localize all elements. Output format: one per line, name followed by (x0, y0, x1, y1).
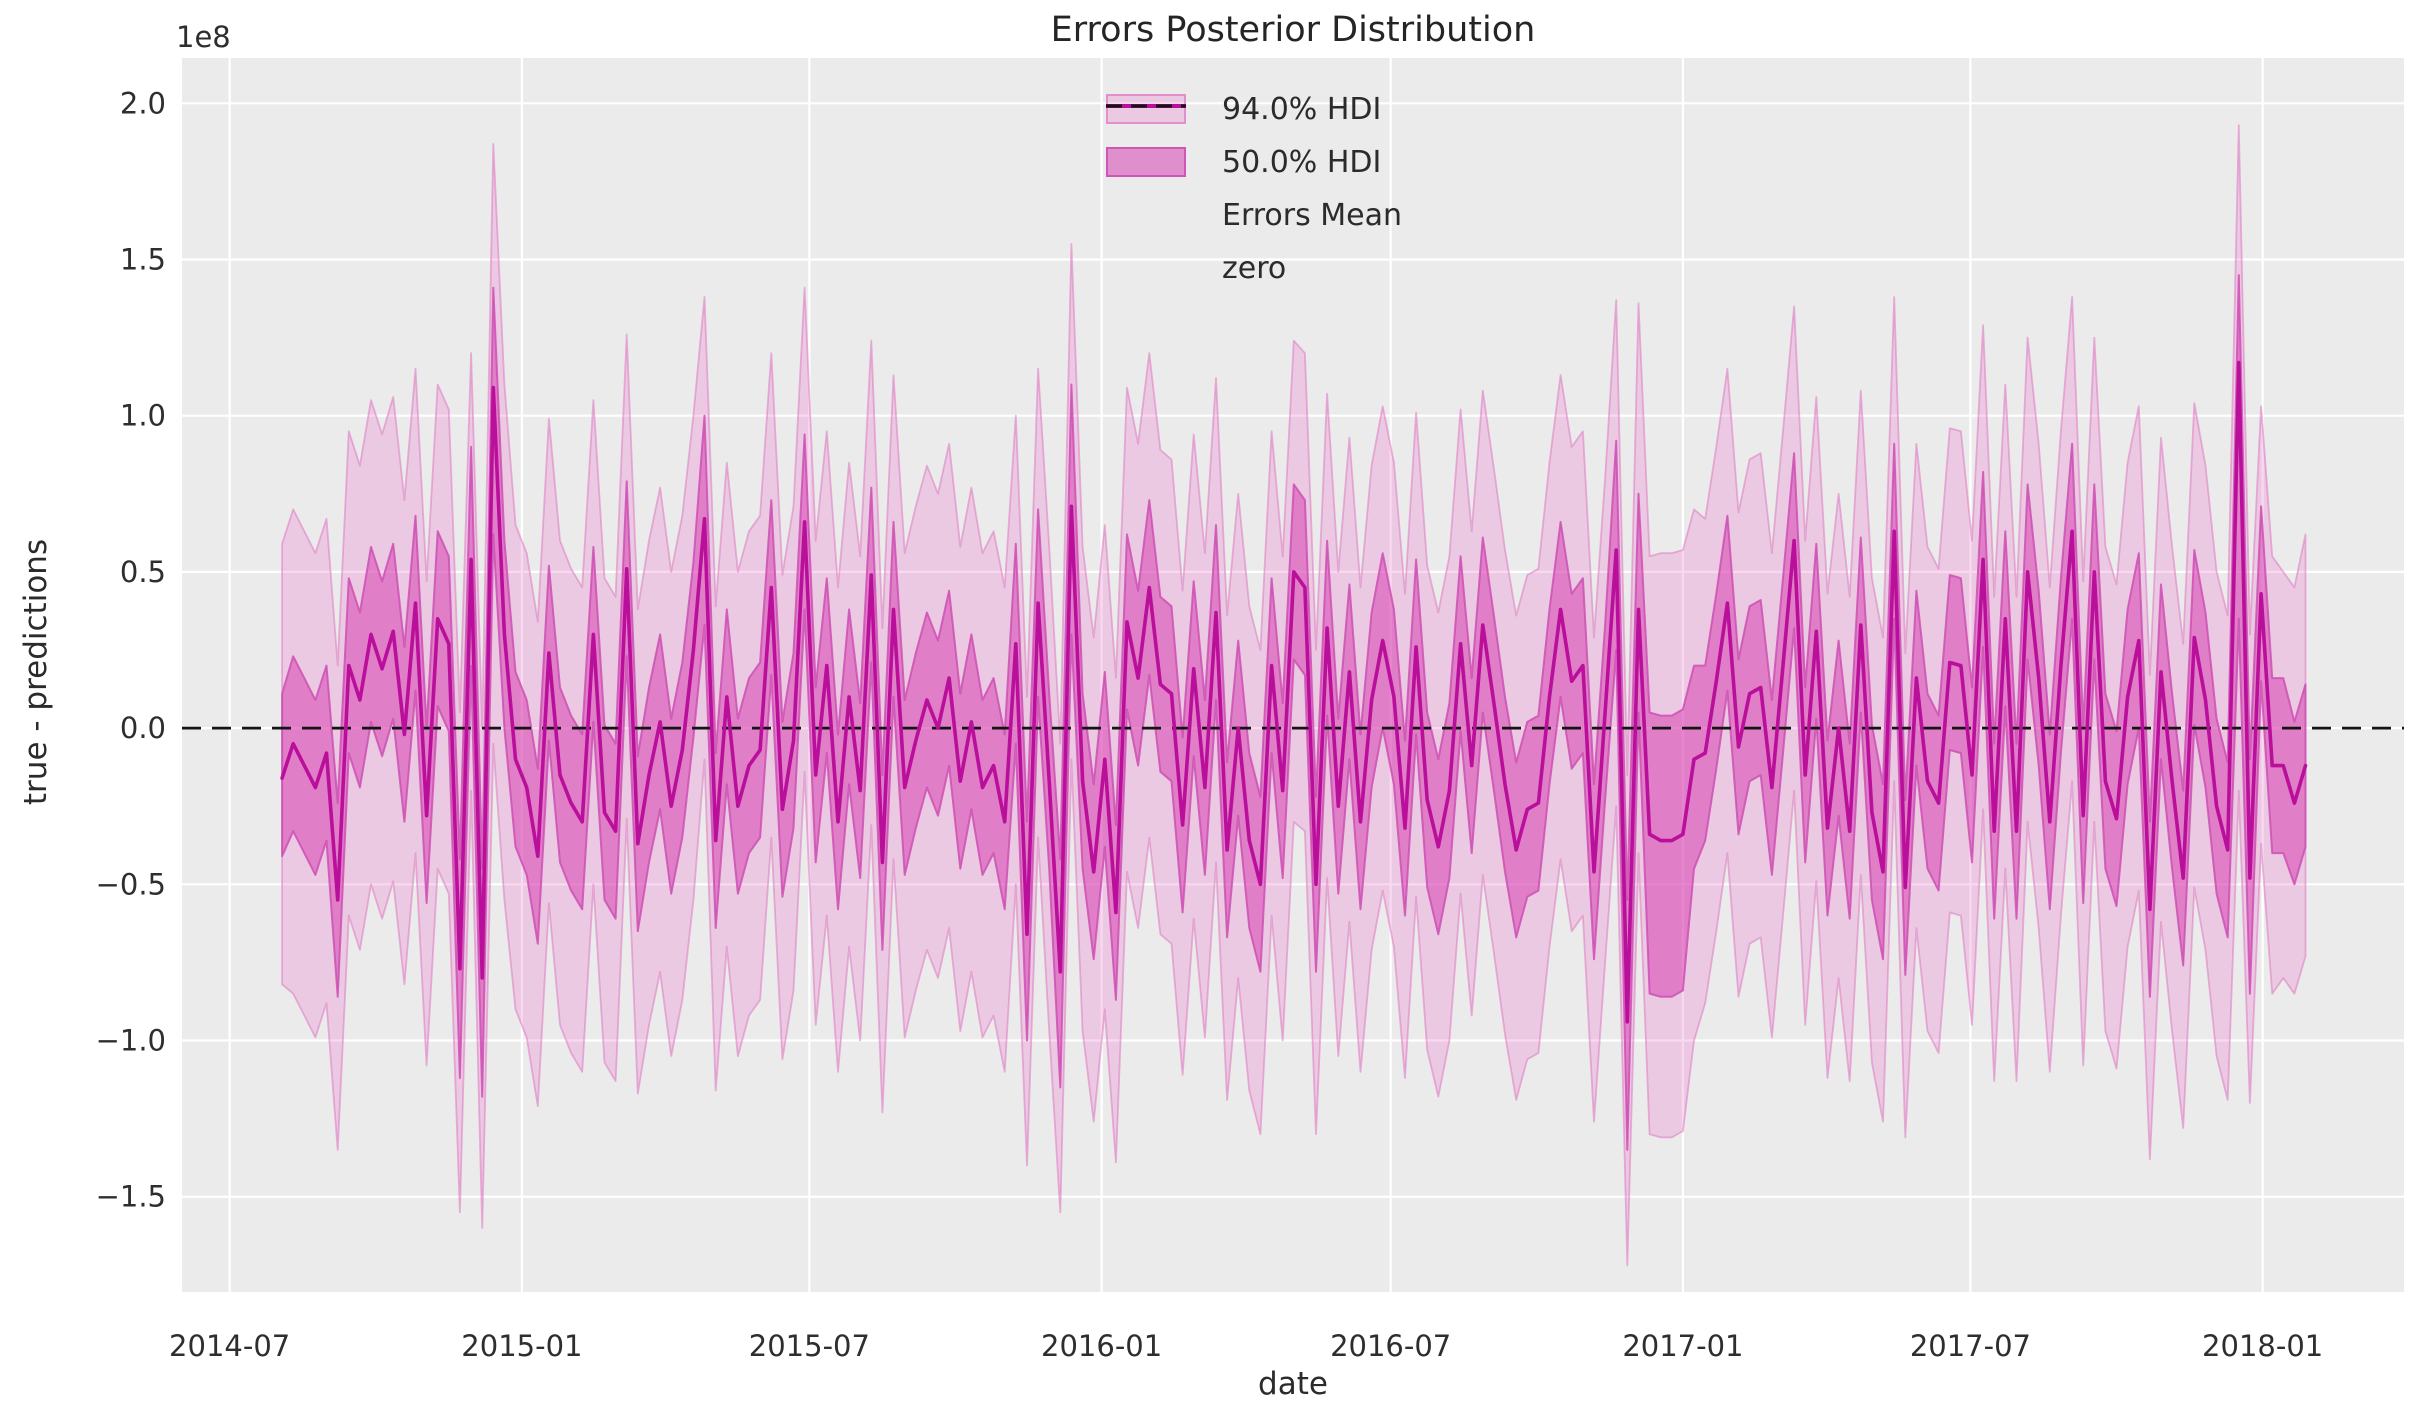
tick-labels: 2.0 1.5 1.0 0.5 0.0 −0.5 −1.0 −1.5 2014-07 2015-0… (96, 86, 2324, 1363)
y-tick-label: −1.5 (96, 1180, 166, 1214)
legend-item-label: zero (1222, 250, 1287, 286)
y-tick-label: 1.0 (120, 399, 166, 433)
legend-item-label: 50.0% HDI (1222, 144, 1382, 180)
patch-swatch (1106, 94, 1186, 124)
zero-dash-swatch-icon (1106, 104, 1186, 284)
hdi94-swatch-icon (1106, 93, 1186, 125)
legend-item: zero (1106, 104, 1402, 287)
x-tick-label: 2015-07 (749, 1329, 870, 1363)
errors-mean-path (280, 360, 2308, 1024)
hdi50-swatch-icon (1106, 146, 1186, 178)
x-tick-label: 2017-07 (1910, 1329, 2031, 1363)
y-tick-label: 0.5 (120, 555, 166, 589)
legend-item-label: 94.0% HDI (1222, 91, 1382, 127)
y-tick-label: −0.5 (96, 867, 166, 901)
y-tick-label: 0.0 (120, 711, 166, 745)
x-tick-label: 2018-01 (2202, 1329, 2323, 1363)
legend: 94.0% HDI 50.0% HDI Errors Mean zero (1106, 90, 1402, 287)
x-axis-label: date (1258, 1366, 1328, 1402)
x-tick-label: 2014-07 (169, 1329, 290, 1363)
y-tick-label: −1.0 (96, 1024, 166, 1058)
y-tick-label: 2.0 (120, 86, 166, 120)
chart-title: Errors Posterior Distribution (1050, 10, 1536, 50)
legend-item: 94.0% HDI (1106, 90, 1402, 128)
errors-mean-line (280, 360, 2308, 1024)
y-axis-label: true - predictions (18, 538, 54, 806)
x-tick-label: 2017-01 (1622, 1329, 1743, 1363)
y-tick-label: 1.5 (120, 243, 166, 277)
x-tick-label: 2016-07 (1330, 1329, 1451, 1363)
mean-line-swatch-icon (1106, 104, 1186, 231)
hdi-94-band (281, 124, 2307, 1267)
y-axis-offset-label: 1e8 (176, 20, 231, 54)
x-tick-label: 2015-01 (461, 1329, 582, 1363)
legend-item: Errors Mean (1106, 104, 1403, 234)
legend-item-label: Errors Mean (1222, 197, 1403, 233)
patch-swatch (1106, 147, 1186, 177)
legend-item: 50.0% HDI (1106, 143, 1402, 181)
x-tick-label: 2016-01 (1041, 1329, 1162, 1363)
